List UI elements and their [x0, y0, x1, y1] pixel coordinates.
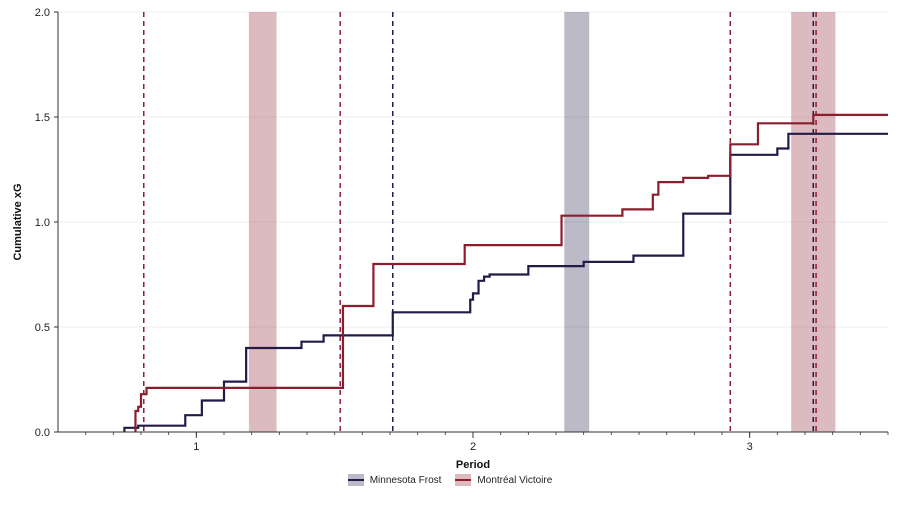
legend-label-montreal: Montréal Victoire — [477, 474, 553, 486]
legend-key-line — [455, 479, 472, 481]
x-axis-title: Period — [456, 459, 490, 471]
y-tick-label-3: 1.5 — [35, 112, 50, 124]
legend-key-montreal — [455, 474, 472, 486]
legend-item-montreal: Montréal Victoire — [455, 474, 552, 486]
series-line-1 — [134, 113, 888, 432]
penalty-band-0 — [248, 12, 277, 432]
legend-key-minnesota — [347, 474, 364, 486]
penalty-band-1 — [564, 12, 590, 432]
legend-item-minnesota: Minnesota Frost — [347, 474, 442, 486]
x-tick-label-0: 1 — [193, 441, 199, 453]
x-tick-label-1: 2 — [470, 441, 476, 453]
legend-label-minnesota: Minnesota Frost — [369, 474, 442, 486]
y-tick-label-1: 0.5 — [35, 322, 50, 334]
y-tick-label-4: 2.0 — [35, 7, 50, 19]
y-axis-title: Cumulative xG — [12, 183, 24, 260]
y-tick-label-2: 1.0 — [35, 217, 50, 229]
chart-legend: Minnesota Frost Montréal Victoire — [0, 474, 900, 486]
y-tick-label-0: 0.0 — [35, 427, 50, 439]
x-tick-label-2: 3 — [747, 441, 753, 453]
series-line-0 — [123, 132, 888, 432]
legend-key-line — [347, 479, 364, 481]
